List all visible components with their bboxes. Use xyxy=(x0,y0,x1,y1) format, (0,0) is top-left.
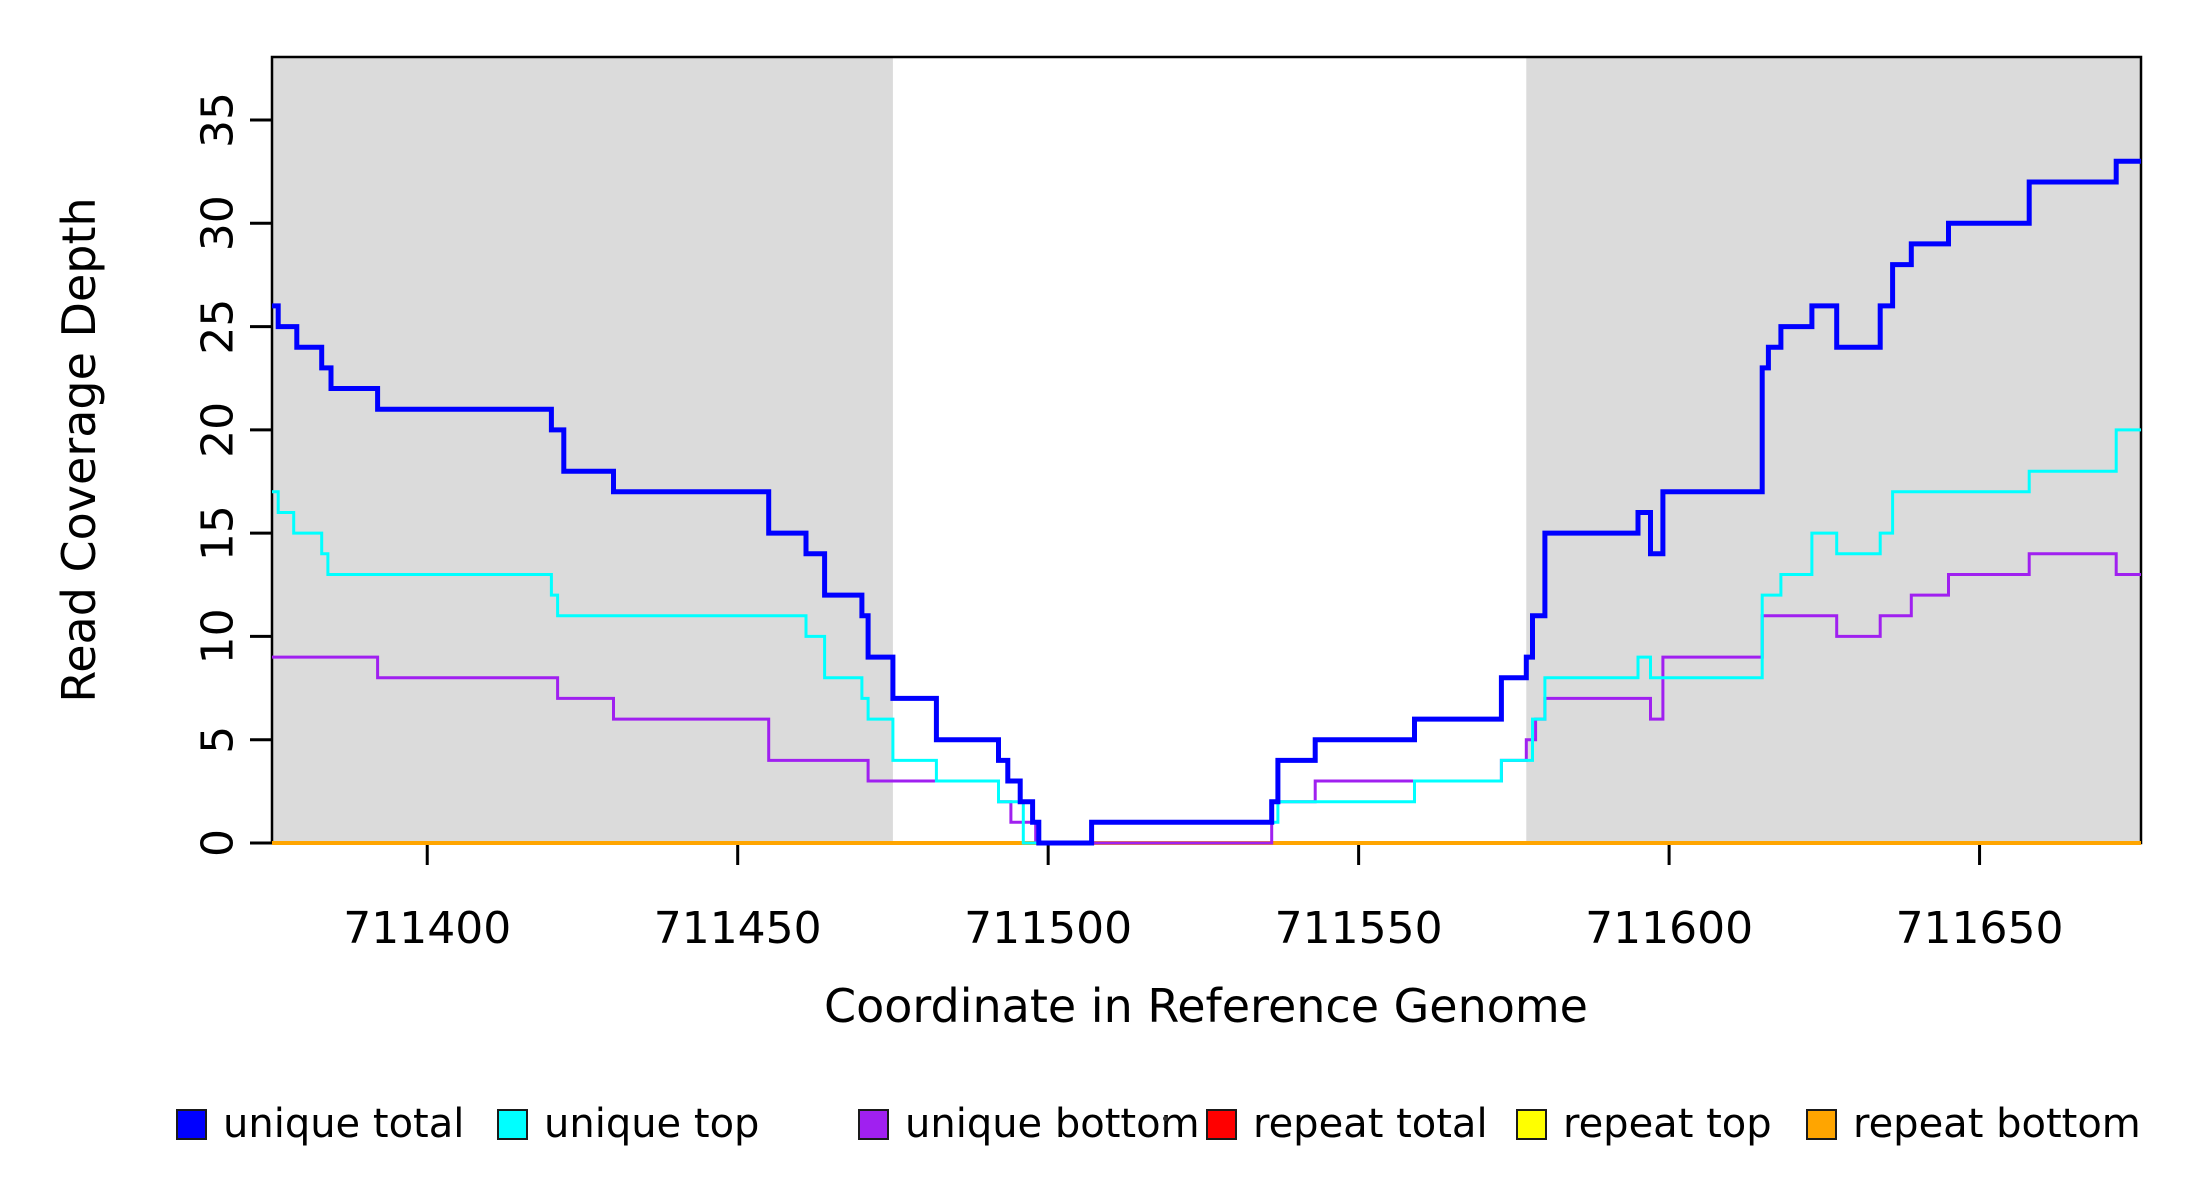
y-tick-label: 15 xyxy=(193,505,244,561)
y-tick-label: 25 xyxy=(193,299,244,355)
legend: unique total unique top unique bottom repea… xyxy=(0,1100,2200,1160)
legend-item-repeat-total: repeat total xyxy=(1206,1100,1488,1148)
legend-label: repeat total xyxy=(1253,1101,1488,1147)
x-tick-label: 711500 xyxy=(964,903,1132,954)
legend-label: unique top xyxy=(544,1101,760,1147)
y-tick-label: 20 xyxy=(193,402,244,458)
y-tick-label: 30 xyxy=(193,195,244,251)
y-tick-label: 35 xyxy=(193,92,244,148)
legend-item-repeat-top: repeat top xyxy=(1516,1100,1772,1148)
legend-swatch-icon xyxy=(1206,1108,1237,1140)
legend-swatch-icon xyxy=(497,1108,528,1140)
legend-swatch-icon xyxy=(1516,1108,1547,1140)
step-series xyxy=(272,158,2141,846)
y-axis-title: Read Coverage Depth xyxy=(52,197,106,702)
legend-item-repeat-bottom: repeat bottom xyxy=(1806,1100,2141,1148)
x-tick-label: 711400 xyxy=(343,903,511,954)
legend-item-unique-top: unique top xyxy=(497,1100,759,1148)
y-tick-label: 5 xyxy=(193,726,244,754)
series-unique-bottom xyxy=(272,552,2141,845)
x-tick-label: 711650 xyxy=(1896,903,2064,954)
x-tick-label: 711450 xyxy=(654,903,822,954)
legend-swatch-icon xyxy=(176,1108,207,1140)
coverage-plot: 711400 711450 711500 711550 711600 711650 0 5 10… xyxy=(52,55,2143,1033)
shaded-regions xyxy=(272,57,2141,843)
y-tick-label: 0 xyxy=(193,829,244,857)
x-tick-label: 711600 xyxy=(1585,903,1753,954)
legend-swatch-icon xyxy=(858,1108,889,1140)
legend-label: repeat top xyxy=(1563,1101,1772,1147)
legend-item-unique-total: unique total xyxy=(176,1100,464,1148)
legend-label: repeat bottom xyxy=(1853,1101,2141,1147)
axes: 711400 711450 711500 711550 711600 711650 0 5 10… xyxy=(193,55,2143,954)
series-unique-total xyxy=(272,158,2141,846)
legend-label: unique total xyxy=(223,1101,465,1147)
y-tick-label: 10 xyxy=(193,608,244,664)
stray-mark xyxy=(1163,1116,1168,1121)
legend-item-unique-bottom: unique bottom xyxy=(858,1100,1200,1148)
x-axis-title: Coordinate in Reference Genome xyxy=(824,979,1588,1033)
x-tick-label: 711550 xyxy=(1275,903,1443,954)
legend-swatch-icon xyxy=(1806,1108,1837,1140)
shaded-region xyxy=(1526,57,2141,843)
shaded-region xyxy=(272,57,893,843)
legend-label: unique bottom xyxy=(905,1101,1200,1147)
